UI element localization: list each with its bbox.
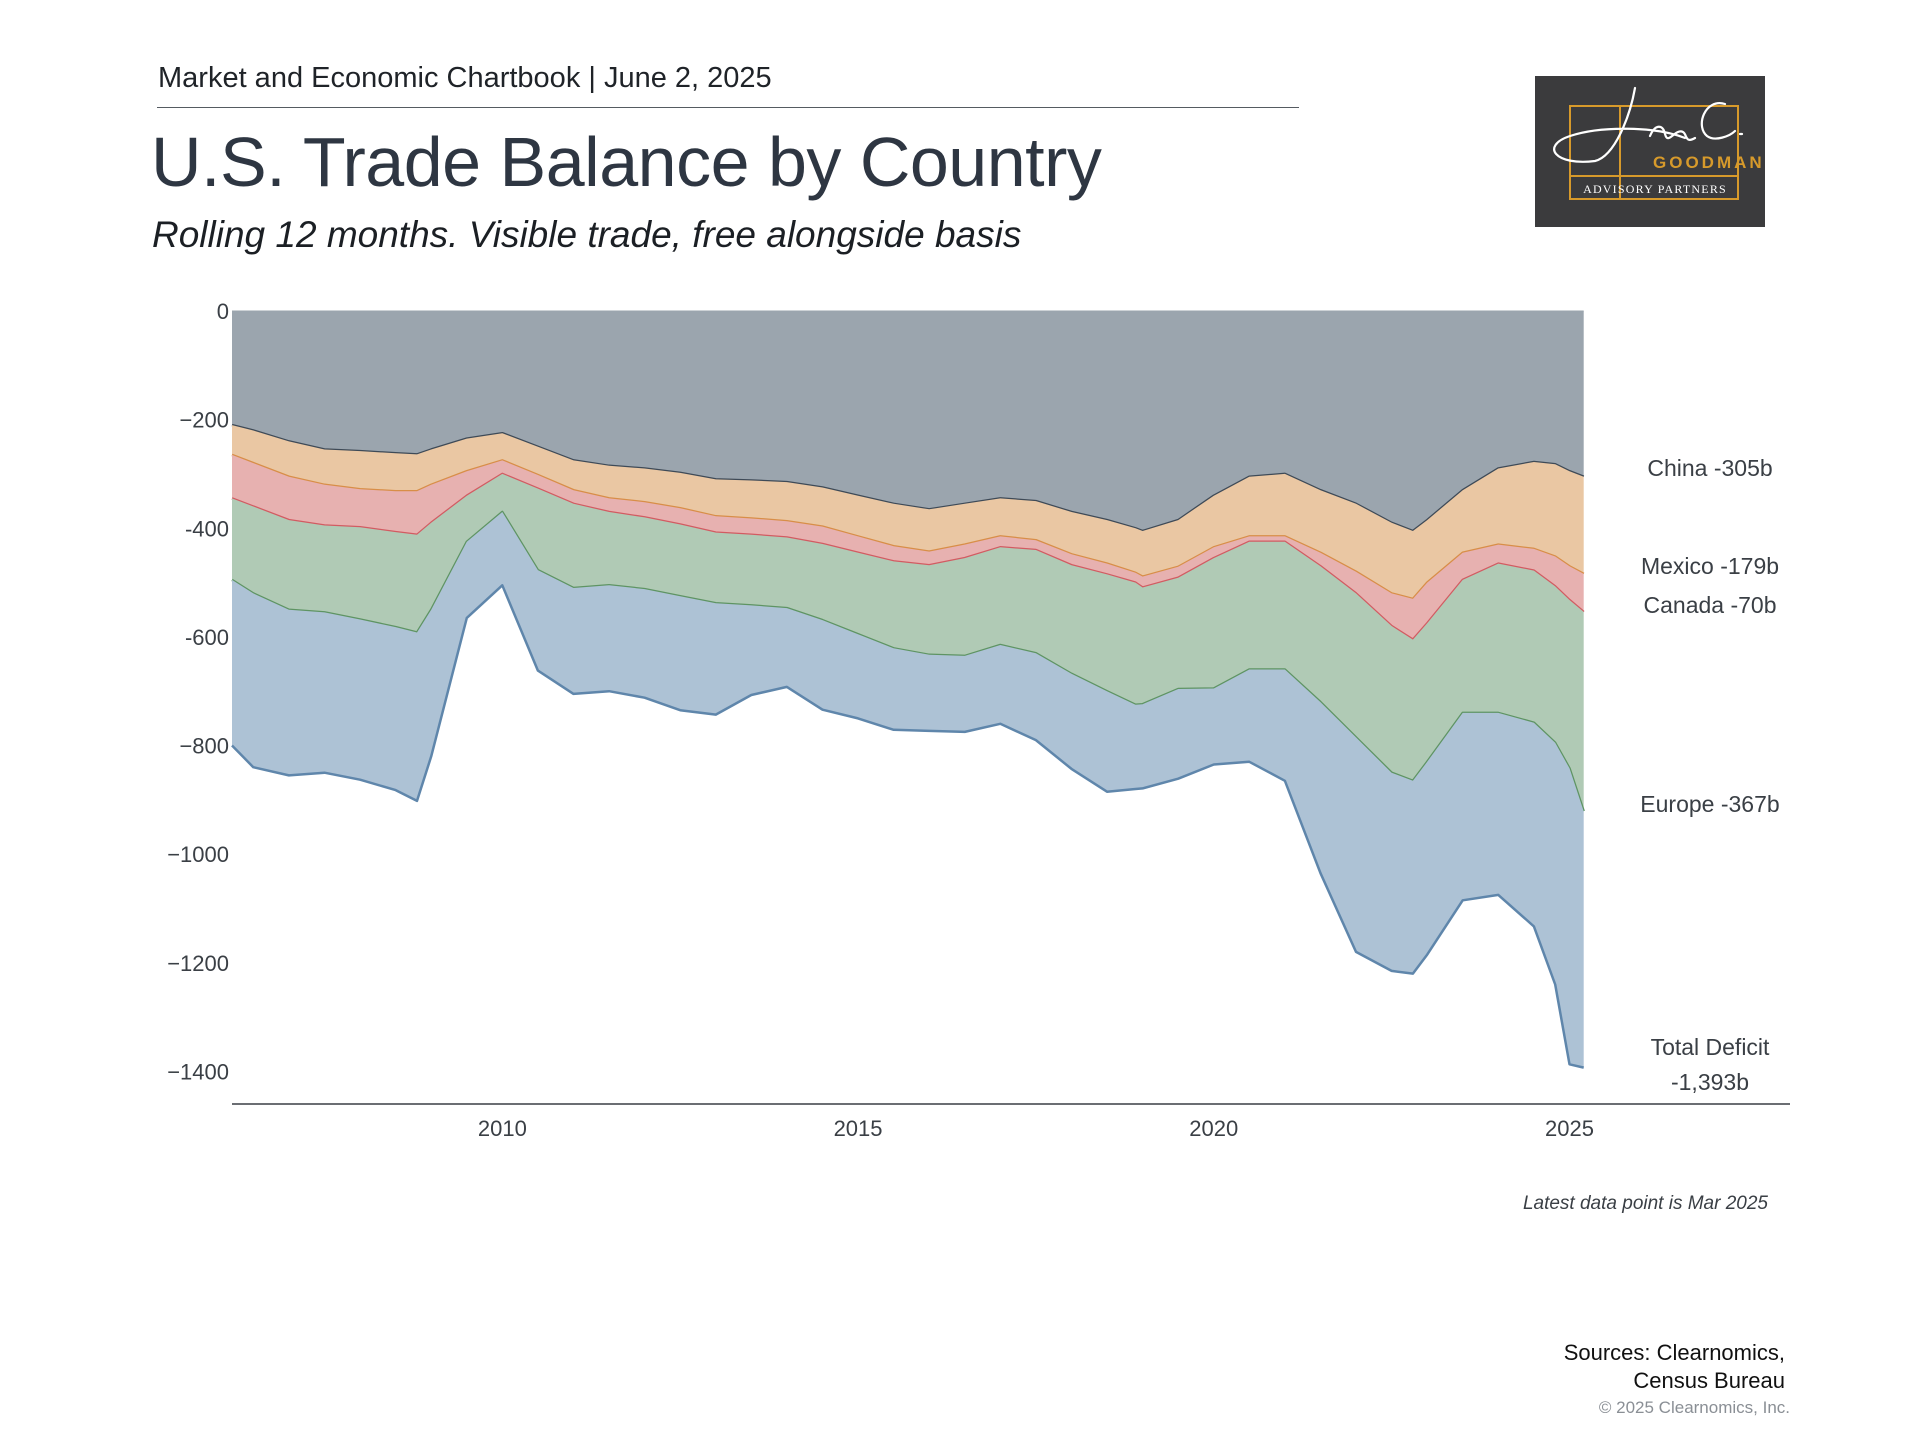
company-logo: GOODMAN ADVISORY PARTNERS (1535, 76, 1765, 227)
x-tick-label: 2010 (478, 1116, 527, 1141)
line-rest-of-world (231, 584, 1584, 1069)
y-tick-label: −1000 (167, 842, 229, 867)
header-divider (157, 107, 1299, 108)
series-label-mexico: Mexico -179b (1641, 553, 1779, 579)
y-tick-label: −800 (179, 734, 229, 759)
y-tick-label: -600 (185, 625, 229, 650)
sources: Sources: Clearnomics, Census Bureau (1564, 1339, 1785, 1395)
series-label-canada: Canada -70b (1644, 592, 1777, 618)
sources-line-1: Sources: Clearnomics, (1563, 1340, 1785, 1365)
x-tick-label: 2015 (834, 1116, 883, 1141)
chart-subtitle: Rolling 12 months. Visible trade, free a… (152, 214, 1022, 255)
logo-name: GOODMAN (1653, 153, 1765, 172)
y-tick-label: −1200 (167, 951, 229, 976)
chartbook-header: Market and Economic Chartbook | June 2, … (158, 62, 772, 94)
chart-title: U.S. Trade Balance by Country (151, 123, 1102, 201)
y-tick-label: 0 (217, 299, 229, 324)
total-deficit-label: Total Deficit (1651, 1034, 1770, 1060)
area-europe (232, 473, 1584, 812)
logo-tagline: ADVISORY PARTNERS (1583, 182, 1727, 196)
copyright: © 2025 Clearnomics, Inc. (1598, 1398, 1790, 1417)
y-tick-label: −1400 (167, 1059, 229, 1084)
x-tick-label: 2025 (1545, 1116, 1594, 1141)
logo-mark: GOODMAN ADVISORY PARTNERS (1553, 86, 1765, 200)
sources-line-2: Census Bureau (1633, 1368, 1785, 1393)
y-tick-label: −200 (179, 408, 229, 433)
area-china (232, 311, 1584, 531)
area-rest-of-world (232, 512, 1584, 1068)
total-deficit-value: -1,393b (1671, 1069, 1749, 1095)
series-label-europe: Europe -367b (1640, 791, 1779, 817)
area-mexico (232, 425, 1584, 599)
data-note: Latest data point is Mar 2025 (1522, 1193, 1768, 1214)
y-tick-label: -400 (185, 516, 229, 541)
x-tick-label: 2020 (1189, 1116, 1238, 1141)
series-label-china: China -305b (1647, 455, 1772, 481)
